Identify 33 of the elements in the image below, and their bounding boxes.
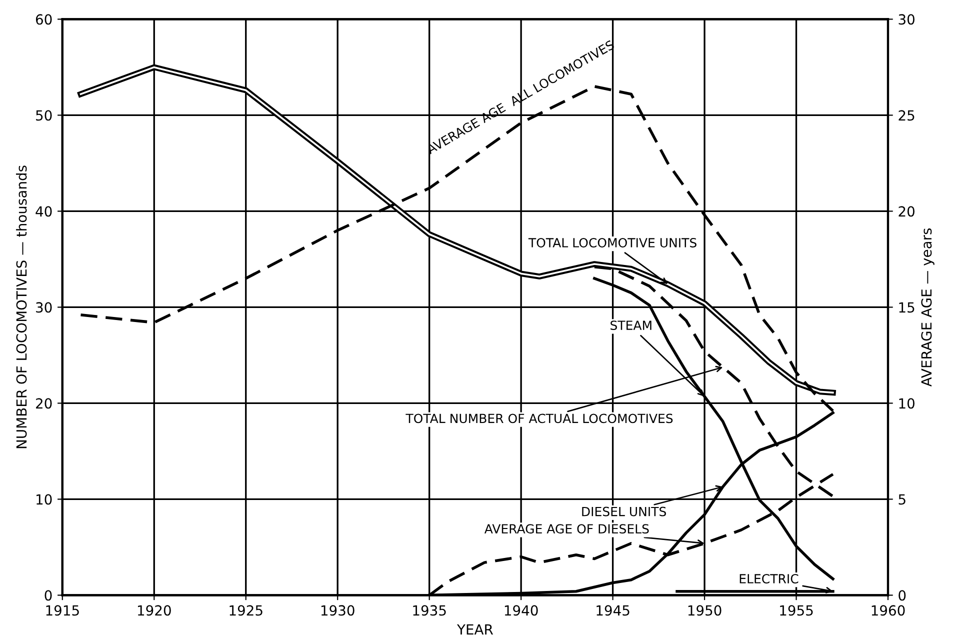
y2-tick-label: 0 — [898, 590, 906, 601]
y-tick-label: 40 — [36, 206, 52, 217]
x-tick-label: 1960 — [872, 605, 905, 616]
series-label: ELECTRIC — [740, 574, 798, 584]
y-tick-label: 10 — [36, 494, 52, 505]
x-tick-label: 1935 — [413, 605, 446, 616]
y-axis-title: NUMBER OF LOCOMOTIVES — thousands — [16, 166, 27, 448]
x-tick-label: 1920 — [138, 605, 171, 616]
y-tick-label: 20 — [36, 398, 52, 409]
y-tick-label: 50 — [36, 110, 52, 121]
x-tick-label: 1955 — [780, 605, 813, 616]
x-tick-label: 1950 — [688, 605, 722, 616]
text: DIESEL UNITS — [582, 506, 666, 516]
y2-tick-label: 25 — [898, 110, 914, 121]
y-tick-label: 30 — [36, 302, 52, 313]
y2-tick-label: 5 — [898, 494, 906, 505]
y2-tick-label: 10 — [899, 398, 914, 409]
series-label: STEAM — [610, 320, 652, 330]
x-axis-title: YEAR — [456, 624, 494, 634]
y-tick-label: 60 — [36, 14, 52, 25]
y-tick-label: 0 — [44, 590, 52, 601]
x-tick-label: 1925 — [230, 605, 262, 616]
series-label: TOTAL LOCOMOTIVE UNITS — [528, 238, 696, 248]
y2-tick-label: 15 — [899, 302, 914, 313]
series-label: AVERAGE AGE OF DIESELS — [484, 524, 649, 534]
x-tick-label: 1945 — [596, 605, 630, 616]
text: TOTAL NUMBER OF ACTUAL LOCOMOTIVES — [406, 414, 673, 424]
y2-axis-title: AVERAGE AGE — years — [921, 228, 934, 387]
x-tick-label: 1940 — [504, 605, 538, 616]
y2-tick-label: 30 — [898, 14, 914, 25]
x-tick-label: 1915 — [46, 605, 79, 616]
x-tick-label: 1930 — [321, 605, 354, 616]
y2-tick-label: 20 — [898, 206, 914, 217]
